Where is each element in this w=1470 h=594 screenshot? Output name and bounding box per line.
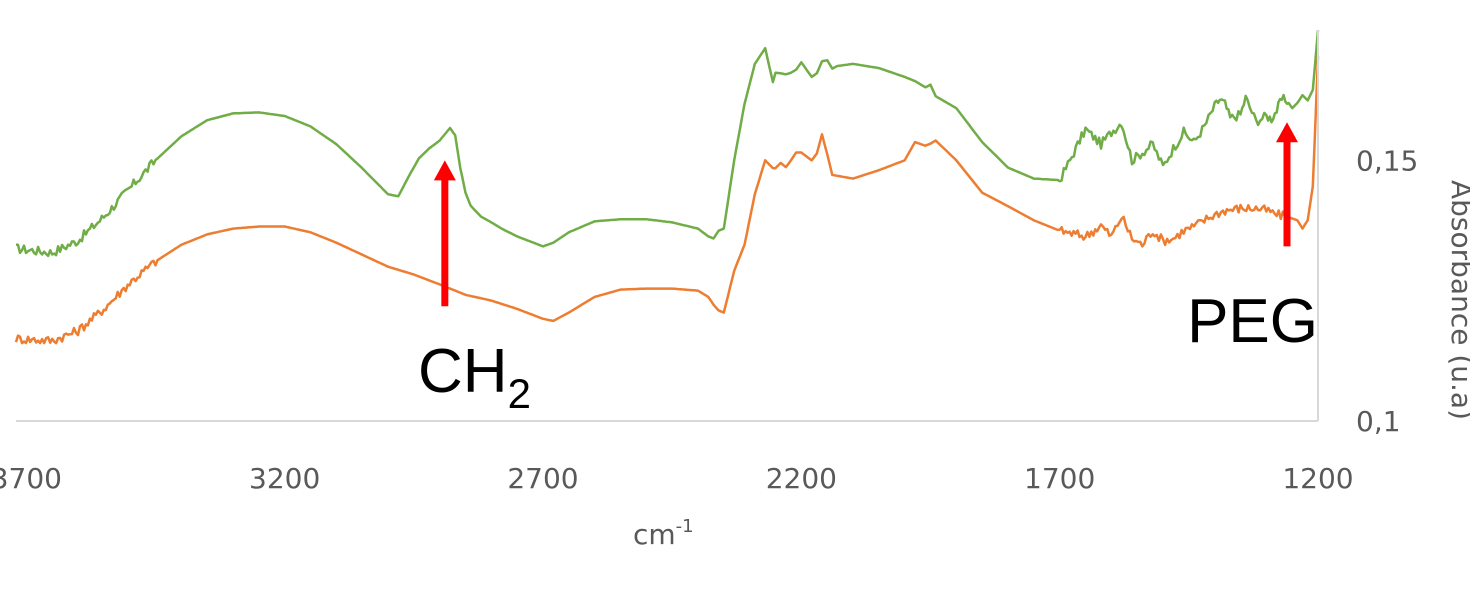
annotation-arrow-head xyxy=(1276,122,1298,143)
annotation-label: PEG xyxy=(1187,287,1318,356)
annotation-arrow-head xyxy=(433,160,456,181)
x-tick-label: 3200 xyxy=(249,462,320,495)
series-lines xyxy=(14,29,1320,345)
x-tick-labels: 3700 3200 2700 2200 1700 1200 xyxy=(0,462,1354,495)
x-tick-label: 1200 xyxy=(1282,462,1353,495)
x-axis-label: cm-1 xyxy=(633,516,694,551)
y-tick-label: 0,15 xyxy=(1356,144,1418,177)
y-tick-labels: 0,1 0,15 xyxy=(1356,144,1418,438)
series-line-1 xyxy=(15,29,1320,258)
x-tick-label: 3700 xyxy=(0,462,62,495)
x-tick-label: 2200 xyxy=(766,462,837,495)
y-axis-label: Absorbance (u.a) xyxy=(1445,180,1470,420)
x-tick-label: 1700 xyxy=(1024,462,1095,495)
x-tick-label: 2700 xyxy=(507,462,578,495)
y-tick-label: 0,1 xyxy=(1356,405,1401,438)
annotations: CH2 PEG xyxy=(418,122,1318,417)
annotation-label: CH2 xyxy=(418,337,531,417)
series-line-2 xyxy=(14,56,1320,345)
